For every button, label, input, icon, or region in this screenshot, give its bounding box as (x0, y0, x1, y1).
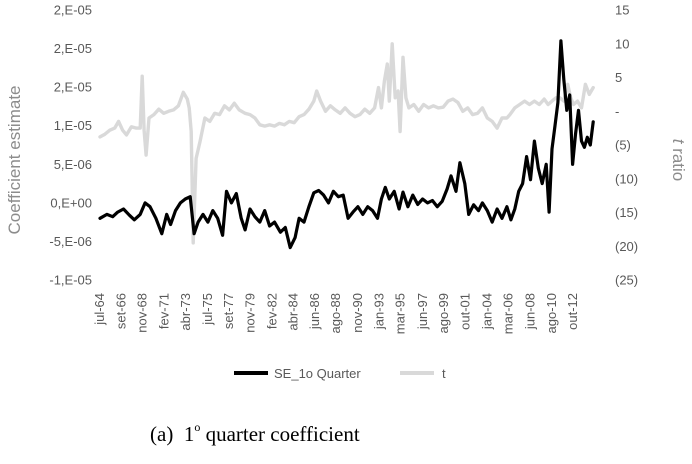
x-tick-label: set-77 (221, 293, 236, 329)
left-axis-ticks: -1,E-05 -5,E-06 0,E+00 5,E-06 1,E-05 2,E-05 2,… (49, 3, 92, 288)
right-tick-label: 5 (615, 70, 622, 85)
x-tick-label: jun-97 (415, 293, 430, 330)
x-tick-label: out-01 (457, 293, 472, 330)
x-tick-label: jun-08 (523, 293, 538, 330)
x-tick-label: fev-71 (157, 293, 172, 329)
right-axis-title-rest: ratio (669, 143, 688, 181)
right-axis-ticks: (25) (20) (15) (10) (5) - 5 10 15 (615, 3, 638, 288)
right-tick-label: (5) (615, 138, 631, 153)
x-tick-label: jan-93 (372, 293, 387, 330)
figure-caption: (a) 1o quarter coefficient (150, 420, 360, 447)
left-tick-label: -5,E-06 (49, 234, 92, 249)
right-tick-label: - (615, 104, 619, 119)
x-tick-label: abr-84 (286, 293, 301, 331)
right-axis-title: t ratio (669, 139, 688, 182)
series-se-line-group (98, 39, 595, 250)
series-t-line-group (98, 42, 595, 245)
x-tick-label: abr-73 (178, 293, 193, 331)
left-tick-label: -1,E-05 (49, 273, 92, 288)
right-axis-title-italic: t (669, 139, 688, 145)
right-tick-label: 15 (615, 3, 629, 18)
right-tick-label: (20) (615, 239, 638, 254)
x-tick-label: jul-75 (200, 293, 215, 326)
left-tick-label: 2,E-05 (54, 3, 92, 18)
left-tick-label: 1,E-05 (54, 118, 92, 133)
right-tick-label: (15) (615, 205, 638, 220)
right-tick-label: 10 (615, 36, 629, 51)
x-tick-label: mar-95 (393, 293, 408, 334)
x-tick-label: out-12 (565, 293, 580, 330)
caption-number: 1 (183, 422, 195, 446)
x-tick-label: set-66 (113, 293, 128, 329)
legend: SE_1o Quarter t (234, 366, 446, 381)
x-tick-label: jan-04 (479, 293, 494, 330)
right-tick-label: (25) (615, 273, 638, 288)
legend-label-se: SE_1o Quarter (274, 366, 361, 381)
left-tick-label: 2,E-05 (54, 80, 92, 95)
x-tick-label: nov-90 (350, 293, 365, 333)
series-se-line (98, 39, 595, 250)
x-tick-label: jun-86 (307, 293, 322, 330)
x-tick-label: fev-82 (264, 293, 279, 329)
left-axis-title: Coefficient estimate (5, 86, 24, 235)
right-tick-label: (10) (615, 171, 638, 186)
x-tick-label: ago-99 (436, 293, 451, 333)
left-tick-label: 0,E+00 (50, 195, 92, 210)
x-tick-label: ago-10 (544, 293, 559, 333)
x-tick-label: nov-79 (242, 293, 257, 333)
x-tick-label: ago-88 (328, 293, 343, 333)
x-axis-ticks: jul-64 set-66 nov-68 fev-71 abr-73 jul-75 set-… (92, 293, 580, 334)
left-tick-label: 5,E-06 (54, 157, 92, 172)
caption-superscript: o (194, 420, 201, 434)
x-tick-label: mar-06 (501, 293, 516, 334)
x-tick-label: nov-68 (135, 293, 150, 333)
legend-label-t: t (442, 366, 446, 381)
left-tick-label: 2,E-05 (54, 41, 92, 56)
x-tick-label: jul-64 (92, 293, 107, 326)
caption-text: quarter coefficient (200, 422, 360, 446)
caption-prefix: (a) (150, 422, 174, 446)
series-t-line (98, 42, 595, 245)
